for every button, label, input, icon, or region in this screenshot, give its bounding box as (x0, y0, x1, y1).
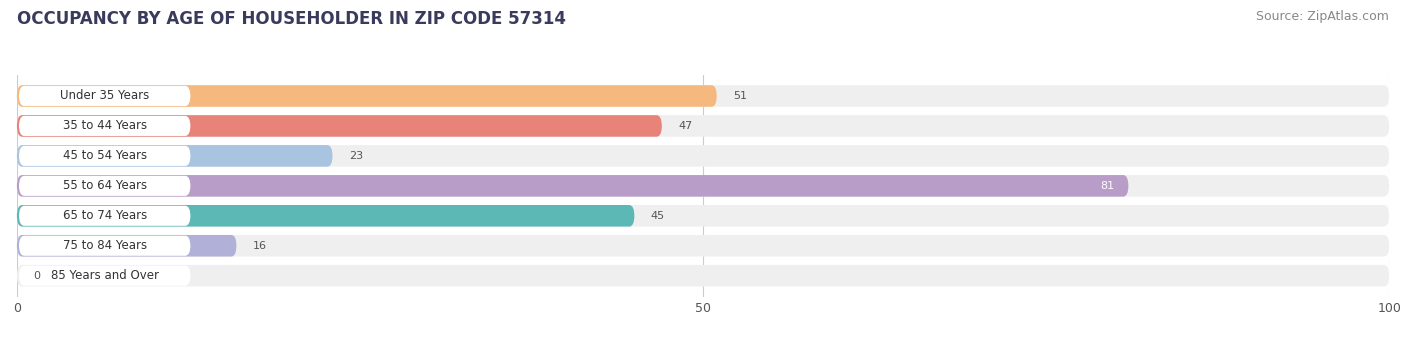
Text: Source: ZipAtlas.com: Source: ZipAtlas.com (1256, 10, 1389, 23)
FancyBboxPatch shape (18, 236, 190, 256)
Text: 16: 16 (253, 241, 267, 251)
Text: 47: 47 (678, 121, 693, 131)
FancyBboxPatch shape (18, 116, 190, 136)
Text: 75 to 84 Years: 75 to 84 Years (63, 239, 146, 252)
FancyBboxPatch shape (17, 205, 634, 226)
FancyBboxPatch shape (17, 235, 236, 256)
FancyBboxPatch shape (18, 206, 190, 226)
FancyBboxPatch shape (17, 205, 1389, 226)
Text: 45: 45 (651, 211, 665, 221)
FancyBboxPatch shape (18, 266, 190, 286)
Text: 55 to 64 Years: 55 to 64 Years (63, 179, 146, 192)
Text: 51: 51 (733, 91, 747, 101)
FancyBboxPatch shape (17, 85, 1389, 107)
FancyBboxPatch shape (17, 145, 332, 167)
FancyBboxPatch shape (17, 235, 1389, 256)
FancyBboxPatch shape (18, 146, 190, 166)
Text: 23: 23 (349, 151, 363, 161)
FancyBboxPatch shape (17, 115, 1389, 137)
FancyBboxPatch shape (17, 265, 1389, 286)
FancyBboxPatch shape (17, 115, 662, 137)
FancyBboxPatch shape (18, 86, 190, 106)
FancyBboxPatch shape (17, 175, 1389, 197)
FancyBboxPatch shape (17, 85, 717, 107)
FancyBboxPatch shape (18, 176, 190, 196)
Text: 0: 0 (34, 271, 41, 281)
Text: Under 35 Years: Under 35 Years (60, 89, 149, 103)
Text: 81: 81 (1101, 181, 1115, 191)
Text: 85 Years and Over: 85 Years and Over (51, 269, 159, 282)
Text: 65 to 74 Years: 65 to 74 Years (63, 209, 146, 222)
Text: 45 to 54 Years: 45 to 54 Years (63, 149, 146, 162)
FancyBboxPatch shape (17, 175, 1129, 197)
Text: 35 to 44 Years: 35 to 44 Years (63, 119, 146, 132)
Text: OCCUPANCY BY AGE OF HOUSEHOLDER IN ZIP CODE 57314: OCCUPANCY BY AGE OF HOUSEHOLDER IN ZIP C… (17, 10, 565, 28)
FancyBboxPatch shape (17, 145, 1389, 167)
